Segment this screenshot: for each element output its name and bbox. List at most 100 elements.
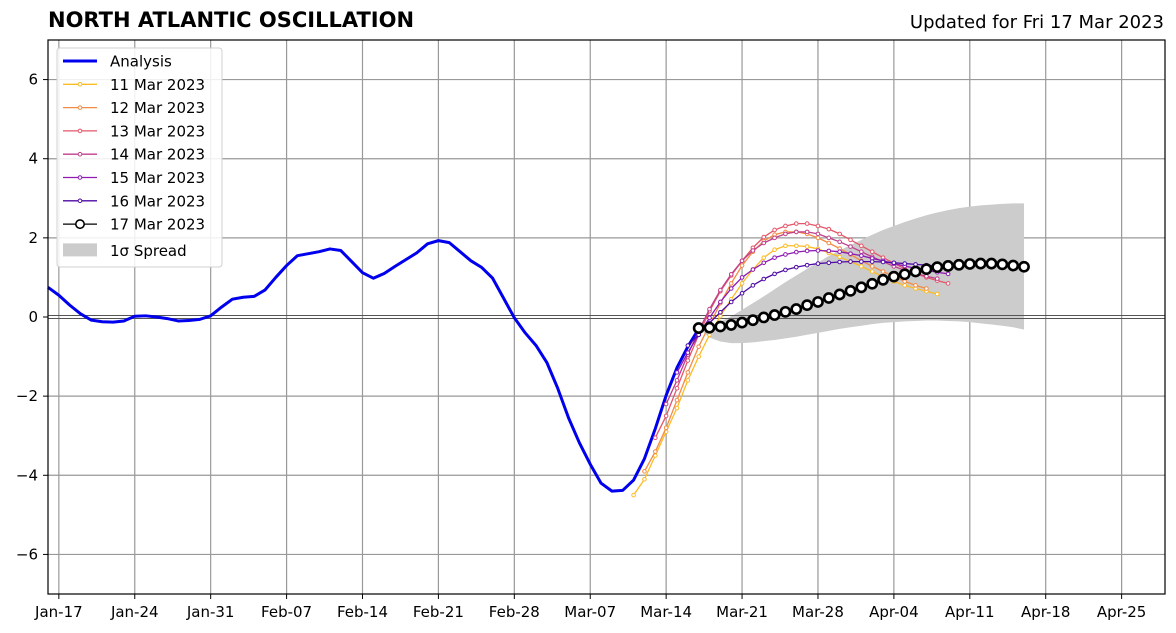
series-point-6 bbox=[728, 299, 734, 305]
series-point-4 bbox=[728, 271, 734, 277]
x-tick-label: Mar-14 bbox=[640, 603, 692, 621]
series-point-7 bbox=[714, 320, 727, 333]
series-point-7 bbox=[909, 265, 922, 278]
series-point-7 bbox=[812, 296, 824, 308]
series-point-7 bbox=[757, 311, 770, 324]
series-point-4 bbox=[804, 229, 810, 235]
series-point-1 bbox=[934, 291, 940, 297]
series-point-5 bbox=[815, 248, 821, 253]
series-point-7 bbox=[942, 260, 955, 272]
legend-label-2: 12 Mar 2023 bbox=[110, 99, 205, 117]
legend-marker-5 bbox=[77, 175, 83, 180]
y-tick-label: −4 bbox=[16, 466, 38, 484]
series-point-3 bbox=[848, 237, 853, 243]
series-point-2 bbox=[913, 283, 918, 288]
series-point-2 bbox=[826, 240, 832, 246]
series-point-4 bbox=[718, 287, 723, 293]
series-point-7 bbox=[801, 299, 814, 312]
series-point-4 bbox=[663, 401, 669, 407]
series-point-7 bbox=[931, 261, 944, 274]
series-point-1 bbox=[902, 283, 908, 288]
legend-marker-7 bbox=[75, 219, 86, 230]
series-point-6 bbox=[859, 259, 864, 264]
series-point-7 bbox=[833, 288, 846, 301]
series-point-4 bbox=[793, 229, 799, 235]
series-point-1 bbox=[631, 492, 636, 498]
series-point-5 bbox=[793, 249, 799, 255]
series-point-5 bbox=[707, 315, 712, 321]
x-tick-label: Feb-28 bbox=[489, 603, 540, 621]
series-point-6 bbox=[750, 283, 756, 288]
series-point-4 bbox=[859, 249, 864, 255]
chart-title: NORTH ATLANTIC OSCILLATION bbox=[48, 8, 415, 32]
series-point-7 bbox=[920, 263, 933, 276]
series-point-7 bbox=[844, 284, 857, 297]
axis-ticks: Jan-17 Jan-24 Jan-31 Feb-07 Feb-14 Feb-21 Feb-… bbox=[16, 71, 1146, 621]
series-point-5 bbox=[674, 370, 680, 375]
series-point-7 bbox=[974, 257, 987, 270]
series-point-5 bbox=[750, 267, 756, 272]
series-point-6 bbox=[804, 262, 810, 268]
series-point-2 bbox=[663, 425, 669, 431]
series-point-6 bbox=[869, 259, 875, 264]
series-point-2 bbox=[696, 344, 701, 349]
series-point-2 bbox=[880, 269, 886, 274]
series-point-5 bbox=[728, 286, 734, 291]
series-point-7 bbox=[790, 303, 803, 315]
x-tick-label: Feb-07 bbox=[261, 603, 312, 621]
series-point-1 bbox=[772, 247, 777, 253]
series-line-0 bbox=[47, 239, 700, 493]
series-point-1 bbox=[696, 354, 701, 359]
series-point-4 bbox=[750, 248, 756, 253]
series-point-4 bbox=[772, 235, 777, 241]
x-tick-label: Mar-28 bbox=[792, 603, 844, 621]
legend-label-5: 15 Mar 2023 bbox=[110, 169, 205, 187]
y-tick-label: −6 bbox=[16, 545, 38, 563]
series-point-3 bbox=[663, 413, 669, 419]
series-point-3 bbox=[761, 234, 767, 240]
x-tick-label: Mar-21 bbox=[716, 603, 768, 621]
y-tick-label: 4 bbox=[28, 150, 38, 168]
series-point-7 bbox=[779, 305, 792, 318]
series-point-5 bbox=[739, 275, 745, 280]
series-point-5 bbox=[783, 252, 788, 257]
series-point-5 bbox=[859, 253, 864, 258]
series-point-1 bbox=[793, 243, 799, 249]
series-point-7 bbox=[963, 258, 976, 270]
legend-label-4: 14 Mar 2023 bbox=[110, 146, 205, 164]
series-point-5 bbox=[826, 248, 832, 254]
series-point-6 bbox=[848, 259, 853, 264]
series-point-2 bbox=[924, 286, 929, 291]
legend-label-0: Analysis bbox=[110, 53, 172, 71]
spread-area bbox=[698, 203, 1025, 344]
series-point-5 bbox=[772, 255, 777, 260]
legend-spread-swatch bbox=[63, 243, 97, 257]
series-point-1 bbox=[642, 476, 647, 482]
legend-box bbox=[56, 47, 223, 268]
series-point-7 bbox=[692, 322, 705, 334]
series-point-1 bbox=[739, 281, 745, 286]
series-point-6 bbox=[739, 290, 745, 296]
series-point-1 bbox=[869, 269, 875, 274]
series-point-6 bbox=[891, 260, 897, 266]
series-point-4 bbox=[837, 239, 842, 245]
series-point-4 bbox=[707, 306, 712, 312]
series-point-6 bbox=[826, 260, 832, 266]
series-point-6 bbox=[837, 259, 842, 265]
series-line-3 bbox=[654, 222, 949, 438]
x-tick-label: Jan-24 bbox=[110, 603, 159, 621]
series-point-1 bbox=[718, 313, 723, 319]
chart-subtitle: Updated for Fri 17 Mar 2023 bbox=[909, 12, 1164, 33]
series-point-1 bbox=[859, 264, 864, 269]
series-point-5 bbox=[804, 248, 810, 254]
x-tick-label: Feb-21 bbox=[413, 603, 464, 621]
series-point-5 bbox=[945, 271, 951, 277]
legend-marker-3 bbox=[77, 128, 83, 134]
series-point-3 bbox=[653, 435, 658, 440]
series-point-2 bbox=[653, 449, 658, 454]
series-point-1 bbox=[804, 244, 810, 249]
series-point-7 bbox=[768, 309, 781, 321]
y-tick-label: −2 bbox=[16, 387, 38, 405]
x-tick-label: Jan-31 bbox=[186, 603, 235, 621]
y-tick-label: 2 bbox=[28, 229, 38, 247]
